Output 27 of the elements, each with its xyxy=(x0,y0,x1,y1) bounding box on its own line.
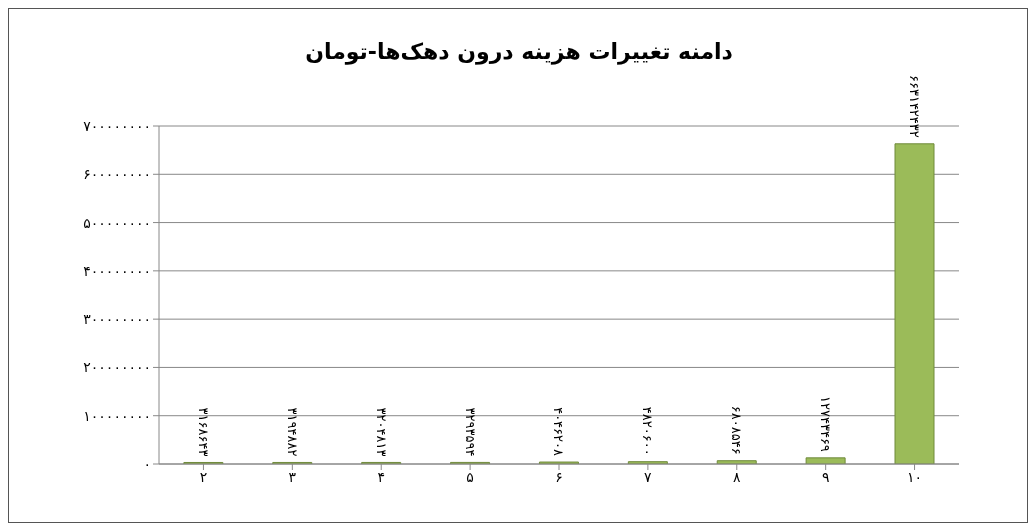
x-tick-label: ۱۰ xyxy=(907,468,923,485)
data-label: ۴۰۴۶۲۰۸ xyxy=(551,407,567,457)
y-tick-label: ۰ xyxy=(143,455,151,472)
x-tick-label: ۷ xyxy=(644,468,653,485)
data-label: ۳۲۹۳۵۹۴ xyxy=(462,407,478,457)
y-tick-label: ۷۰۰۰۰۰۰۰۰ xyxy=(83,117,151,134)
y-tick-label: ۳۰۰۰۰۰۰۰۰ xyxy=(83,311,151,328)
y-tick-label: ۲۰۰۰۰۰۰۰۰ xyxy=(83,359,151,376)
data-label: ۳۲۰۴۸۱۳ xyxy=(373,407,389,457)
data-label: ۱۲۷۴۳۴۶۹ xyxy=(818,395,834,452)
x-tick-label: ۲ xyxy=(199,468,208,485)
y-tick-label: ۶۰۰۰۰۰۰۰۰ xyxy=(83,166,151,183)
data-label: ۳۱۶۸۶۴۳ xyxy=(195,407,211,457)
y-tick-label: ۵۰۰۰۰۰۰۰۰ xyxy=(83,214,151,231)
chart-title: دامنه تغییرات هزینه درون دهک‌ها-تومان xyxy=(304,39,734,64)
x-tick-label: ۳ xyxy=(288,468,297,485)
y-tick-label: ۱۰۰۰۰۰۰۰۰ xyxy=(83,407,151,424)
x-tick-label: ۴ xyxy=(377,468,385,485)
y-tick-label: ۴۰۰۰۰۰۰۰۰ xyxy=(83,262,151,279)
x-tick-label: ۵ xyxy=(466,468,474,485)
data-label: ۶۸۰۸۵۴۶ xyxy=(729,405,745,455)
data-label: ۶۶۳۱۴۲۴۳۲ xyxy=(907,74,922,138)
x-tick-label: ۸ xyxy=(733,468,742,485)
data-label: ۴۸۲۰۶۰۰ xyxy=(640,406,656,456)
x-tick-label: ۶ xyxy=(555,468,563,485)
x-tick-label: ۹ xyxy=(821,468,830,485)
data-label: ۳۱۹۴۸۸۲ xyxy=(284,407,300,457)
